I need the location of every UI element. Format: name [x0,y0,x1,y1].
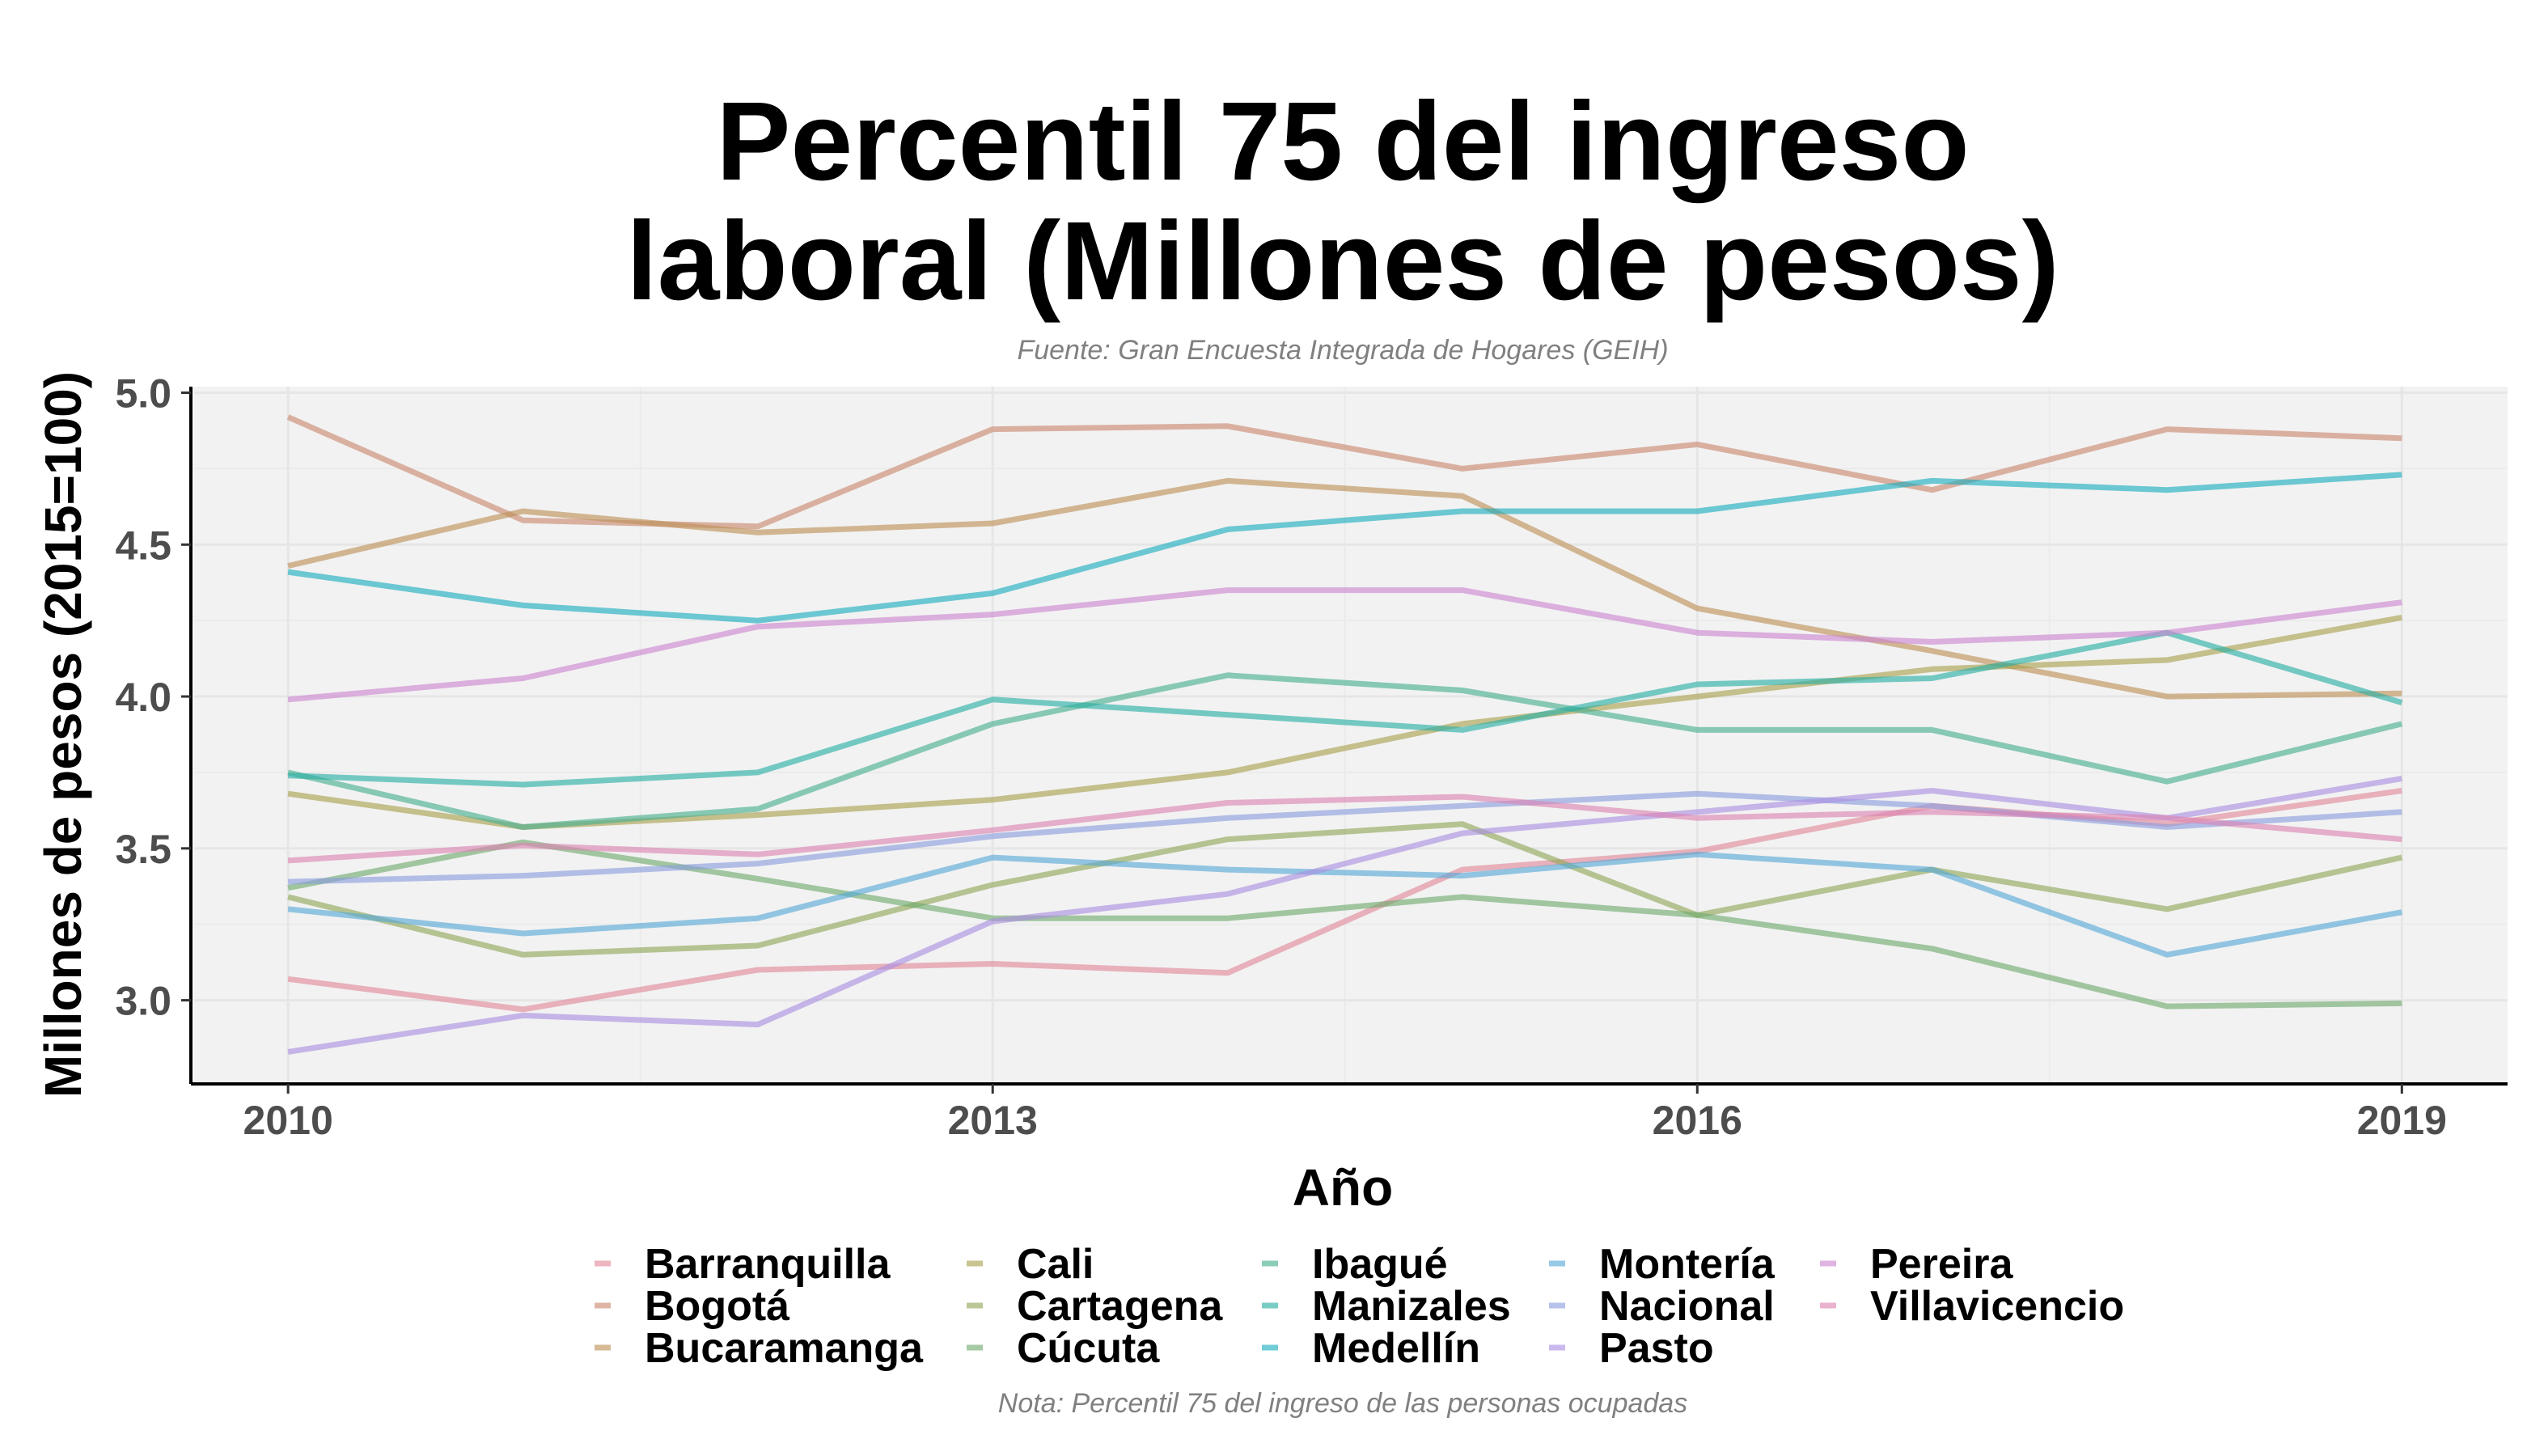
legend-label-8: Medellín [1312,1325,1480,1372]
series-line-3 [287,614,2402,830]
y-axis-ticks: 3.0 3.5 4.0 4.5 5.0 [115,371,191,1024]
series-line-2 [287,477,2402,700]
chart-caption: Nota: Percentil 75 del ingreso de las pe… [998,1388,1687,1419]
y-axis-title: Millones de pesos (2015=100) [34,371,92,1098]
chart-title-line-2: laboral (Millones de pesos) [626,199,2059,324]
legend-label-7: Manizales [1312,1283,1511,1330]
legend-label-0: Barranquilla [645,1241,891,1288]
series-line-6 [287,672,2403,830]
legend-label-13: Villavicencio [1870,1283,2124,1330]
legend-label-10: Nacional [1599,1283,1775,1330]
legend-label-5: Cúcuta [1017,1325,1160,1372]
series-lines [286,414,2403,1055]
legend-label-12: Pereira [1870,1241,2013,1288]
legend-label-9: Montería [1599,1241,1776,1288]
series-line-4 [287,821,2403,958]
y-tick-label: 3.5 [115,827,171,872]
series-line-9 [287,851,2402,958]
y-tick-label: 4.0 [115,675,171,720]
chart-subtitle: Fuente: Gran Encuesta Integrada de Hogar… [1017,335,1668,366]
series-line-5 [287,839,2402,1009]
series-line-12 [287,587,2402,703]
y-tick-label: 3.0 [115,979,171,1024]
x-axis-title: Año [1293,1158,1393,1217]
x-tick-label: 2010 [243,1098,333,1143]
legend-label-3: Cali [1017,1241,1094,1288]
legend-label-1: Bogotá [645,1283,790,1330]
legend-label-11: Pasto [1599,1325,1714,1372]
x-axis-ticks: 2010 2013 2016 2019 [243,1084,2447,1143]
series-line-8 [287,472,2402,624]
x-tick-label: 2016 [1653,1098,1742,1143]
legend-label-4: Cartagena [1017,1283,1223,1330]
legend-label-6: Ibagué [1312,1241,1448,1288]
series-line-13 [287,794,2402,864]
chart-title-line-1: Percentil 75 del ingreso [716,79,1969,204]
series-line-7 [287,629,2403,788]
y-tick-label: 5.0 [115,371,171,417]
plot-panel [194,387,2508,1082]
legend-label-2: Bucaramanga [645,1325,924,1372]
x-tick-label: 2013 [948,1098,1038,1143]
y-tick-label: 4.5 [115,523,171,568]
series-line-11 [287,776,2402,1055]
x-tick-label: 2019 [2357,1098,2447,1143]
